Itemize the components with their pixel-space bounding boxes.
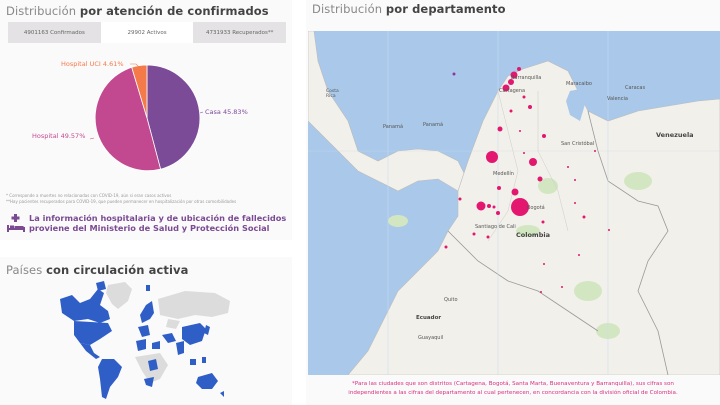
- label-hospital: Hospital 49.57%: [32, 132, 86, 140]
- slice-hospital[interactable]: [94, 66, 162, 172]
- pie-svg: [89, 63, 204, 172]
- tab-confirmados[interactable]: 4901163 Confirmados: [23, 29, 85, 36]
- case-bubbles: [444, 67, 610, 293]
- map-label-maracaibo: Maracaibo: [566, 81, 592, 87]
- info-text: La información hospitalaria y de ubicaci…: [29, 213, 286, 233]
- title-light: Distribución: [6, 4, 77, 18]
- map-label-quito: Quito: [444, 297, 458, 303]
- info-banner: La información hospitalaria y de ubicaci…: [6, 213, 291, 233]
- title-bold: por departamento: [385, 2, 506, 16]
- map-label-san-cristobal: San Cristóbal: [561, 141, 595, 147]
- map-label-costa-rica: Costa Rica: [326, 89, 339, 99]
- title-bold: por atención de confirmados: [79, 4, 269, 18]
- title-light: Distribución: [312, 2, 383, 16]
- districts-note: *Para las ciudades que son distritos (Ca…: [306, 380, 720, 398]
- title-light: Países: [6, 263, 43, 277]
- label-casa: Casa 45.83%: [205, 108, 248, 116]
- map-label-guayaquil: Guayaquil: [418, 335, 444, 341]
- tab-activos[interactable]: 29902 Activos: [100, 22, 194, 43]
- map-label-panama-city: Panamá: [383, 124, 404, 130]
- map-label-valencia: Valencia: [607, 96, 628, 102]
- title-bold: con circulación activa: [46, 263, 189, 277]
- label-hospital-uci: Hospital UCI 4.61%: [61, 60, 124, 68]
- colombia-map[interactable]: Barranquilla Cartagena Maracaibo Caracas…: [308, 31, 720, 375]
- info-line-2: proviene del Ministerio de Salud y Prote…: [29, 223, 270, 233]
- pie-chart: Hospital UCI 4.61% Casa 45.83% Hospital …: [0, 50, 292, 180]
- hospital-bed-icon: [6, 213, 26, 233]
- map-label-ecuador: Ecuador: [416, 315, 442, 321]
- slice-hospital-uci[interactable]: [131, 64, 148, 119]
- slice-casa[interactable]: [146, 64, 201, 170]
- status-tabs: 4901163 Confirmados 29902 Activos 473193…: [8, 22, 286, 43]
- footnote-1: * Corresponde a muertes no relacionadas …: [6, 193, 172, 198]
- map-label-colombia: Colombia: [516, 231, 550, 239]
- map-label-barranquilla: Barranquilla: [511, 75, 542, 81]
- footnote-2: **Hay pacientes recuperados para COVID-1…: [6, 199, 237, 204]
- map-label-caracas: Caracas: [625, 85, 646, 91]
- map-label-venezuela: Venezuela: [656, 131, 694, 139]
- map-label-medellin: Medellín: [493, 171, 514, 177]
- panel-title: Países con circulación activa: [0, 257, 292, 277]
- paises-panel: Países con circulación activa: [0, 257, 292, 405]
- note-line-2: independientes a las cifras del departam…: [348, 390, 678, 396]
- info-line-1: La información hospitalaria y de ubicaci…: [29, 213, 287, 223]
- confirmados-panel: Distribución por atención de confirmados…: [0, 0, 292, 240]
- map-label-bogota: Bogotá: [527, 205, 545, 211]
- note-line-1: *Para las ciudades que son distritos (Ca…: [352, 381, 674, 387]
- map-label-cartagena: Cartagena: [499, 88, 526, 94]
- panel-title: Distribución por atención de confirmados: [0, 0, 292, 18]
- panel-title: Distribución por departamento: [306, 0, 720, 16]
- departamento-panel: Distribución por departamento: [306, 0, 720, 405]
- map-label-panama: Panamá: [423, 122, 444, 128]
- world-map[interactable]: [0, 279, 292, 405]
- map-label-cali: Santiago de Cali: [475, 224, 516, 230]
- tab-recuperados[interactable]: 4731933 Recuperados**: [205, 29, 274, 36]
